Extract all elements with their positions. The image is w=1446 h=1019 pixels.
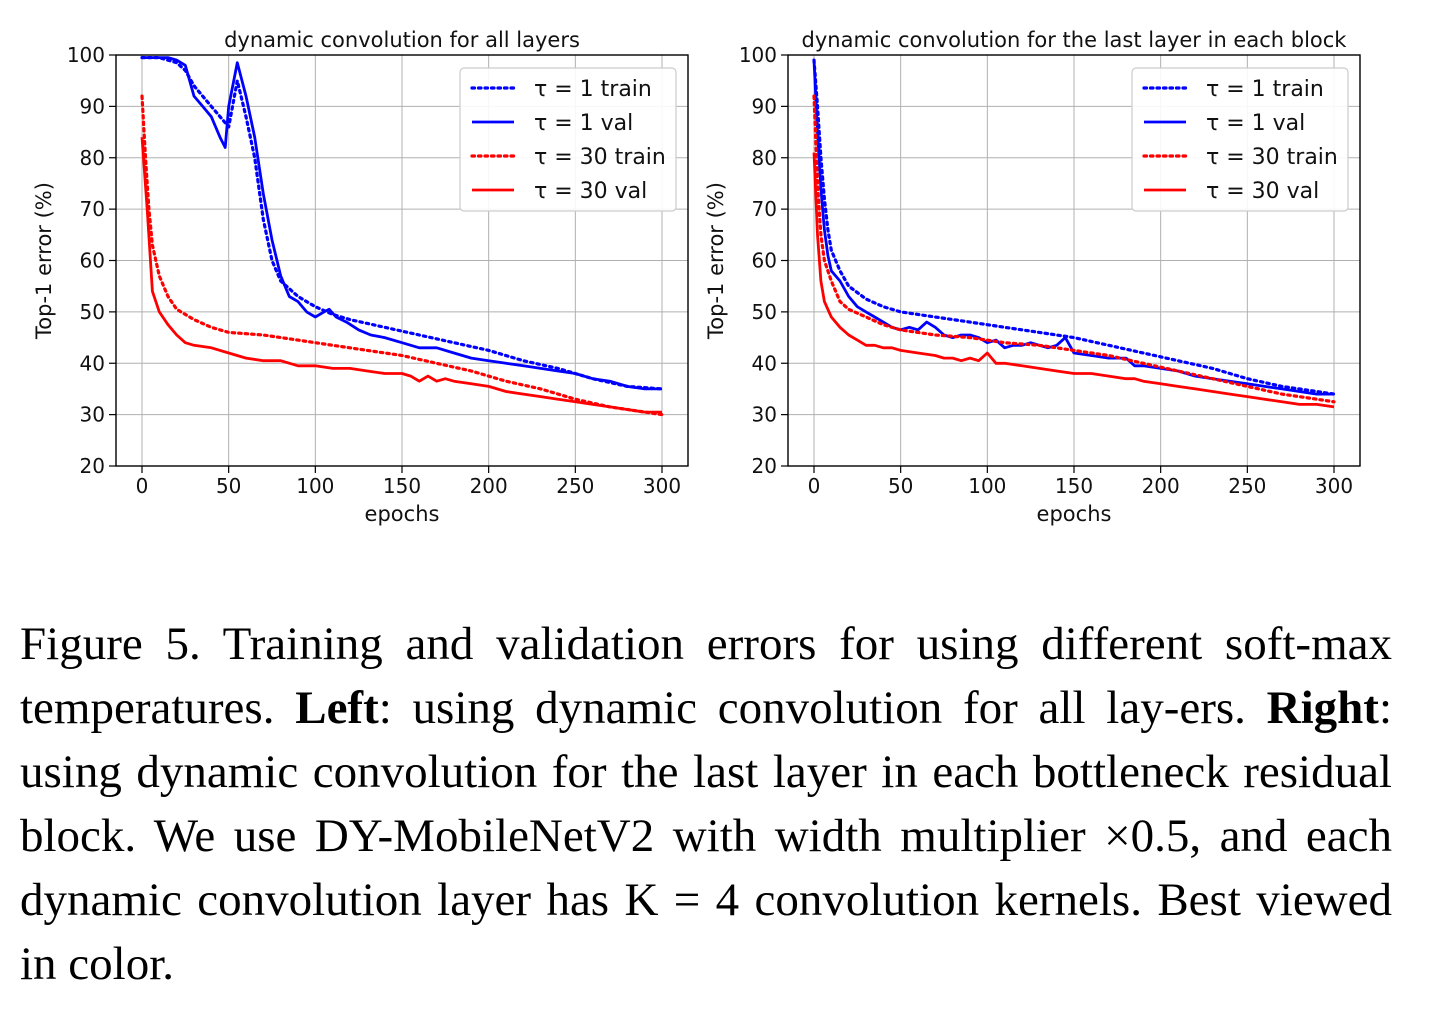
figure-charts: 0 50 100 150 200 250 3002030405060708090100dyn…: [32, 28, 1361, 526]
chart2-xtick-label: 300: [1315, 474, 1353, 498]
chart1-xtick-label: 150: [383, 474, 421, 498]
chart1-ytick-label: 20: [80, 454, 105, 478]
chart2-xtick-label: 0: [808, 474, 821, 498]
chart2-title: dynamic convolution for the last layer i…: [802, 28, 1348, 52]
chart1-ytick-label: 70: [80, 197, 105, 221]
chart2-ylabel: Top-1 error (%): [704, 182, 728, 340]
chart2-legend-label-2: τ = 1 val: [1206, 111, 1305, 136]
chart1-ytick-label: 40: [80, 351, 105, 375]
chart2-legend-label-1: τ = 1 train: [1206, 77, 1324, 102]
chart1-series-4-line: [140, 137, 662, 414]
caption-left-text: : using dynamic convolution for all lay-…: [378, 682, 1246, 734]
chart2-ytick-label: 60: [752, 249, 777, 273]
chart1-series-2-line: [142, 56, 662, 391]
chart1-legend-label-1: τ = 1 train: [534, 77, 652, 102]
caption-right-label: Right: [1266, 682, 1379, 734]
chart1-ytick-label: 50: [80, 300, 105, 324]
chart2-xtick-label: 250: [1228, 474, 1266, 498]
chart1-legend-label-2: τ = 1 val: [534, 111, 633, 136]
chart1-ylabel: Top-1 error (%): [32, 182, 56, 340]
chart2-ytick-label: 70: [752, 197, 777, 221]
chart2-xtick-label: 200: [1142, 474, 1180, 498]
chart2-legend-label-4: τ = 30 val: [1206, 179, 1319, 204]
chart1-xtick-label: 200: [470, 474, 508, 498]
chart2-xtick-label: 50: [888, 474, 913, 498]
chart2-series-1-line: [812, 58, 1336, 396]
caption-right-text: : using dynamic convolution for the last…: [20, 682, 1393, 990]
chart2-ytick-label: 90: [752, 94, 777, 118]
chart1-ytick-label: 60: [80, 249, 105, 273]
chart1-xtick-label: 250: [556, 474, 594, 498]
chart2-legend-box: [1131, 67, 1349, 212]
chart2-ytick-label: 40: [752, 351, 777, 375]
chart1-series-1-line: [140, 55, 664, 391]
chart2-ytick-label: 50: [752, 300, 777, 324]
chart2-xlabel: epochs: [1037, 502, 1112, 526]
chart1-ytick-label: 80: [80, 146, 105, 170]
chart1-legend-label-4: τ = 30 val: [534, 179, 647, 204]
chart2-ytick-label: 20: [752, 454, 777, 478]
chart1-ytick-label: 90: [80, 94, 105, 118]
chart2-series-4-line: [812, 152, 1335, 409]
caption-lead: Figure 5. Training and validation errors…: [20, 618, 1392, 734]
chart2-ytick-label: 100: [739, 43, 777, 67]
chart2-xtick-label: 150: [1055, 474, 1093, 498]
chart2-xtick-label: 100: [968, 474, 1006, 498]
chart1-title: dynamic convolution for all layers: [224, 28, 580, 52]
chart1-legend-box: [459, 67, 677, 212]
chart2-ytick-label: 30: [752, 403, 777, 427]
chart1-xtick-label: 50: [216, 474, 241, 498]
chart1-xtick-label: 100: [296, 474, 334, 498]
caption-left-label: Left: [295, 682, 379, 734]
chart1-xtick-label: 0: [136, 474, 149, 498]
chart1-legend-label-3: τ = 30 train: [534, 145, 666, 170]
chart2-legend-label-3: τ = 30 train: [1206, 145, 1338, 170]
chart1-xlabel: epochs: [365, 502, 440, 526]
chart1-xtick-label: 300: [643, 474, 681, 498]
chart2-ytick-label: 80: [752, 146, 777, 170]
chart1-ytick-label: 100: [67, 43, 105, 67]
chart1-series-3-line: [140, 94, 664, 417]
chart1-ytick-label: 30: [80, 403, 105, 427]
chart2-series-3-line: [812, 94, 1336, 404]
figure-caption: Figure 5. Training and validation errors…: [20, 612, 1392, 996]
